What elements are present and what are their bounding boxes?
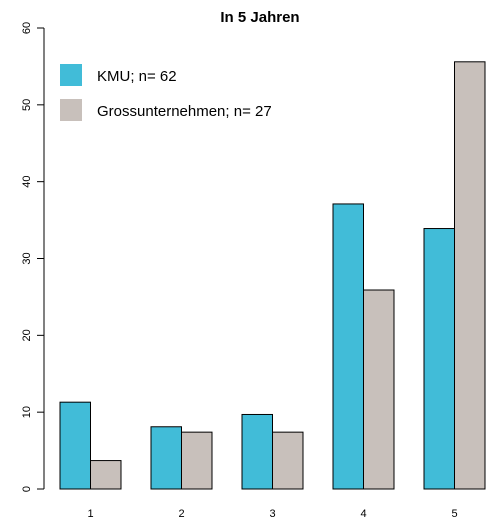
y-tick-label: 20 — [21, 329, 33, 341]
chart-title: In 5 Jahren — [220, 9, 299, 26]
y-axis: 0 10 20 30 40 50 60 — [21, 22, 45, 492]
x-tick-label: 5 — [451, 508, 457, 519]
bar-grossunternehmen-5 — [454, 61, 486, 490]
y-tick-label: 60 — [21, 22, 33, 34]
y-tick-label: 10 — [21, 406, 33, 418]
x-tick-label: 4 — [360, 508, 366, 519]
legend-label: KMU; n= 62 — [97, 68, 177, 85]
bar-grossunternehmen-2 — [181, 431, 213, 490]
bar-kmu-5 — [423, 228, 455, 490]
y-tick-label: 40 — [21, 176, 33, 188]
bar-grossunternehmen-4 — [363, 289, 395, 490]
x-tick-label: 2 — [178, 508, 184, 519]
x-tick-label: 1 — [87, 508, 93, 519]
y-tick-label: 50 — [21, 99, 33, 111]
legend: KMU; n= 62 Grossunternehmen; n= 27 — [60, 64, 272, 121]
bar-kmu-4 — [332, 203, 364, 490]
legend-swatch — [60, 99, 82, 121]
x-axis: 1 2 3 4 5 — [87, 508, 457, 520]
legend-swatch — [60, 64, 82, 86]
bar-kmu-3 — [241, 413, 273, 490]
legend-label: Grossunternehmen; n= 27 — [97, 103, 272, 120]
bar-kmu-1 — [59, 401, 91, 490]
x-tick-label: 3 — [269, 508, 275, 519]
bar-grossunternehmen-1 — [90, 460, 122, 490]
bar-grossunternehmen-3 — [272, 431, 304, 490]
bar-kmu-2 — [150, 426, 182, 490]
bars — [59, 61, 486, 490]
y-tick-label: 0 — [21, 486, 33, 492]
y-tick-label: 30 — [21, 252, 33, 264]
